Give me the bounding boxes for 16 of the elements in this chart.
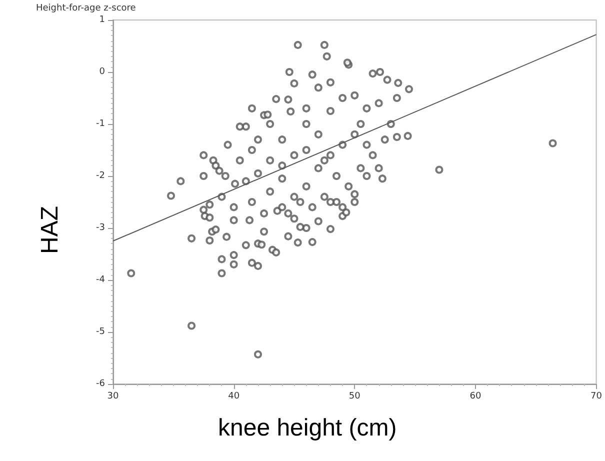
x-tick-label: 40 — [228, 392, 240, 402]
x-tick-label: 50 — [348, 392, 361, 402]
y-tick-label: -5 — [96, 327, 105, 337]
x-tick-label: 30 — [107, 392, 119, 402]
x-tick-label: 60 — [470, 392, 482, 402]
text: Height-for-age z-score — [36, 4, 136, 14]
y-tick-label: -3 — [96, 223, 105, 233]
y-tick-label: 1 — [99, 15, 105, 25]
x-tick-label: 70 — [590, 392, 602, 402]
x-axis-title: knee height (cm) — [218, 414, 397, 442]
y-tick-label: -1 — [96, 119, 105, 129]
y-tick-label: 0 — [99, 67, 106, 77]
y-axis-title: HAZ — [36, 206, 64, 254]
y-tick-label: -6 — [96, 379, 106, 389]
y-tick-label: -4 — [96, 275, 106, 285]
y-tick-label: -2 — [96, 171, 105, 181]
